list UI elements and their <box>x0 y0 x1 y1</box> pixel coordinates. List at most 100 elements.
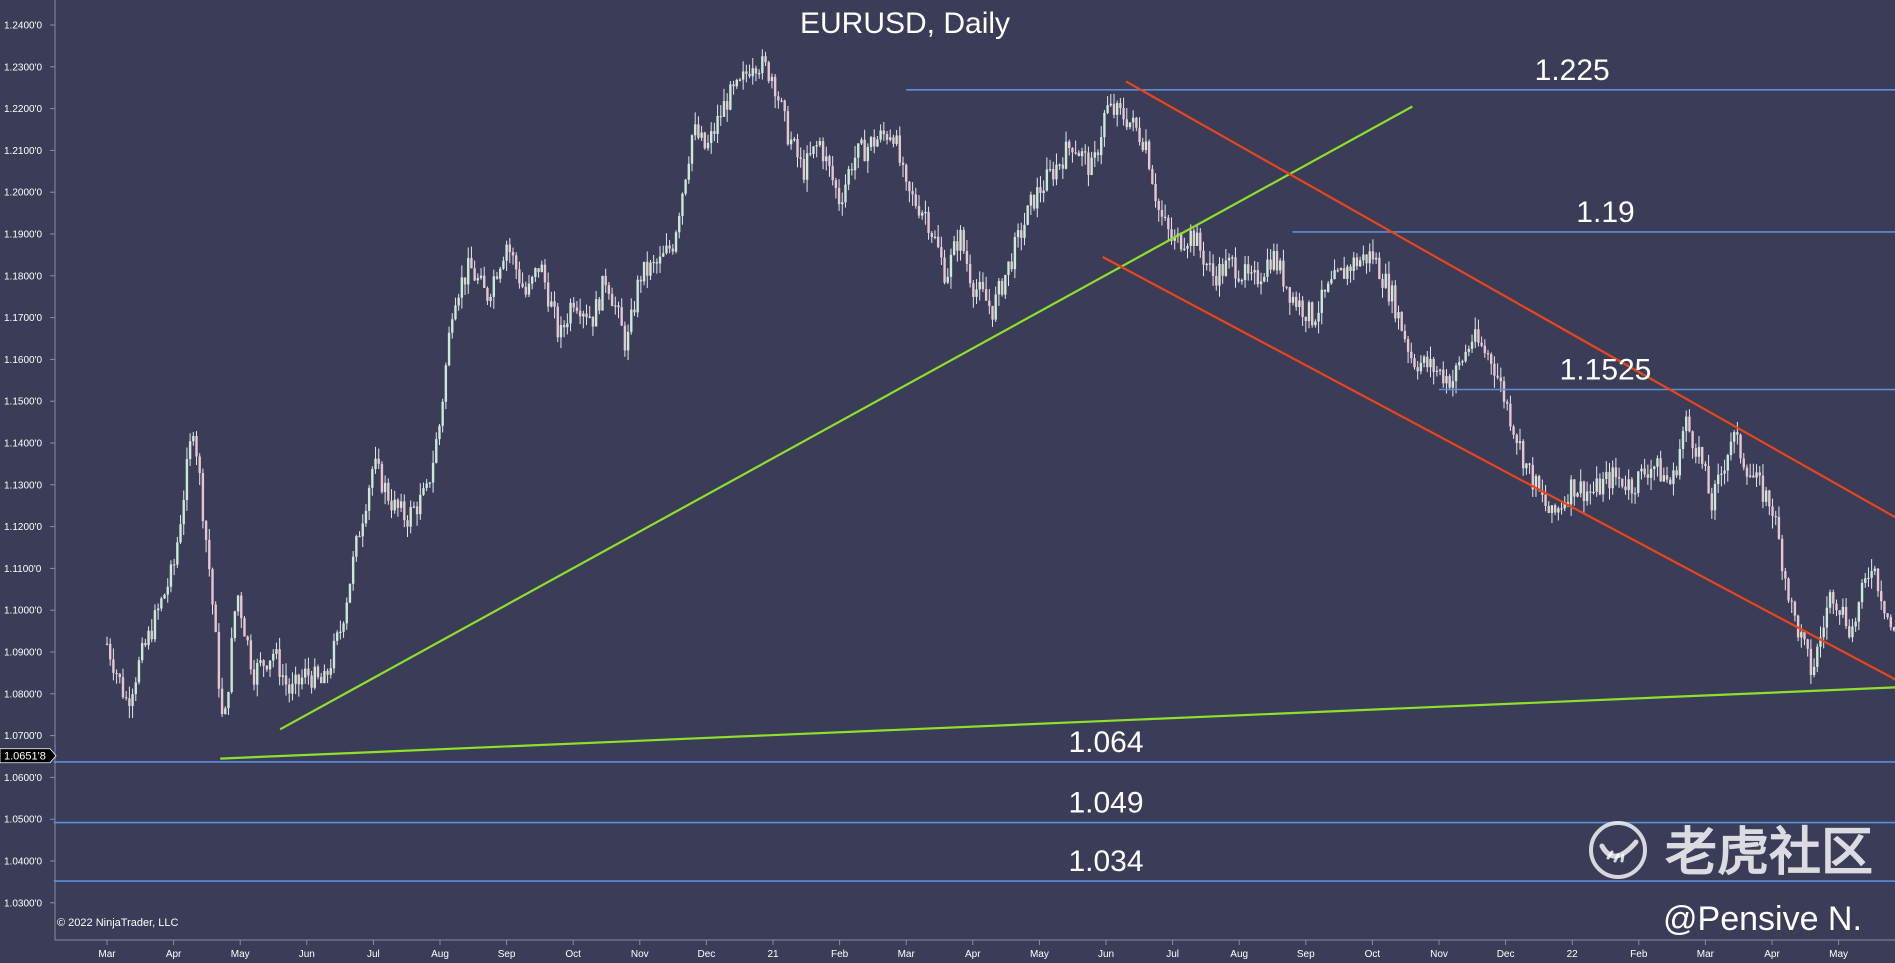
candle-body <box>1685 416 1688 432</box>
candle-body <box>1384 273 1387 288</box>
candle-body <box>1202 250 1205 265</box>
candle-body <box>294 674 297 684</box>
candle-body <box>930 232 933 237</box>
candle-body <box>988 300 991 306</box>
candle-body <box>1221 263 1224 276</box>
candle-body <box>665 245 668 254</box>
candle-body <box>396 499 400 508</box>
candle-body <box>150 630 153 640</box>
candle-body <box>885 134 889 140</box>
candle-body <box>1787 578 1790 601</box>
candle-body <box>208 539 211 570</box>
candle-body <box>1186 245 1189 249</box>
candle-body <box>1125 119 1128 128</box>
candle-body <box>917 205 921 216</box>
candle-body <box>754 68 758 74</box>
candle-body <box>1390 285 1394 302</box>
candle-body <box>646 261 649 276</box>
candle-body <box>380 463 384 493</box>
candle-body <box>1055 164 1058 180</box>
candle-body <box>1665 475 1669 480</box>
candle-body <box>1374 257 1378 260</box>
candle-body <box>1429 358 1432 368</box>
candle-body <box>403 501 406 521</box>
candle-body <box>1336 270 1339 272</box>
candle-body <box>1087 152 1090 175</box>
candle-body <box>188 441 192 460</box>
candle-body <box>1426 356 1429 368</box>
candle-body <box>262 660 265 666</box>
candle-body <box>1250 272 1253 274</box>
candle-body <box>936 236 940 248</box>
candle-body <box>1656 458 1659 467</box>
x-tick-label: May <box>231 949 250 960</box>
candle-body <box>898 135 902 163</box>
candle-body <box>949 254 953 277</box>
candle-body <box>1282 260 1285 287</box>
candle-body <box>1352 257 1355 271</box>
candle-body <box>1093 152 1097 158</box>
candle-body <box>1074 152 1077 154</box>
candle-body <box>901 162 905 165</box>
candle-body <box>594 299 598 327</box>
candle-body <box>598 299 601 311</box>
candle-body <box>1531 464 1534 490</box>
level-label: 1.19 <box>1576 196 1634 229</box>
candle-body <box>1160 209 1164 217</box>
candle-body <box>601 275 604 311</box>
candle-body <box>1768 490 1771 507</box>
candle-body <box>224 708 227 715</box>
candle-body <box>172 564 176 566</box>
candle-body <box>265 665 269 670</box>
candle-body <box>1141 142 1144 151</box>
candle-body <box>1486 353 1490 355</box>
candle-body <box>997 280 1001 295</box>
watermark-handle: @Pensive N. <box>1663 900 1862 938</box>
candle-body <box>1279 260 1282 271</box>
candle-body <box>399 501 403 508</box>
y-tick-label: 1.1000'0 <box>4 606 42 617</box>
candle-body <box>1688 416 1691 432</box>
watermark-brand: 老虎社区 <box>1665 823 1873 883</box>
candle-body <box>1534 476 1538 490</box>
candle-body <box>1170 229 1173 241</box>
current-price-marker: 1.0651'8 <box>0 748 57 764</box>
candle-body <box>569 302 572 324</box>
candle-body <box>1349 266 1352 271</box>
candle-body <box>1774 516 1777 518</box>
candle-body <box>1106 105 1109 113</box>
candle-body <box>1809 648 1813 676</box>
candle-body <box>1131 117 1135 123</box>
candle-body <box>198 456 201 474</box>
candle-body <box>1432 358 1435 372</box>
candle-body <box>1263 276 1266 282</box>
candle-body <box>729 84 732 110</box>
candle-body <box>275 649 278 654</box>
candle-body <box>288 684 291 694</box>
candle-body <box>738 79 742 81</box>
candle-body <box>115 672 118 675</box>
candle-body <box>278 649 281 677</box>
y-tick-label: 1.2200'0 <box>4 104 42 115</box>
candle-body <box>137 660 141 683</box>
candle-body <box>1716 474 1720 485</box>
candle-body <box>633 309 636 313</box>
current-price-label: 1.0651'8 <box>4 751 46 763</box>
candle-body <box>1167 217 1170 230</box>
candle-body <box>789 139 793 145</box>
candle-body <box>1045 169 1049 191</box>
candle-body <box>674 232 678 252</box>
candle-body <box>690 135 694 164</box>
candle-body <box>1039 187 1042 194</box>
candle-body <box>281 675 285 677</box>
candle-body <box>1029 194 1033 206</box>
candle-body <box>131 694 134 706</box>
candle-body <box>1445 376 1448 384</box>
candle-body <box>745 71 748 74</box>
candle-body <box>249 640 253 670</box>
y-axis-ticks: 1.2400'0 1.2300'0 1.2200'0 1.2100'0 1.2000'0… <box>4 21 55 909</box>
candle-body <box>828 156 831 167</box>
candle-body <box>1515 434 1518 444</box>
candle-body <box>1605 472 1608 480</box>
